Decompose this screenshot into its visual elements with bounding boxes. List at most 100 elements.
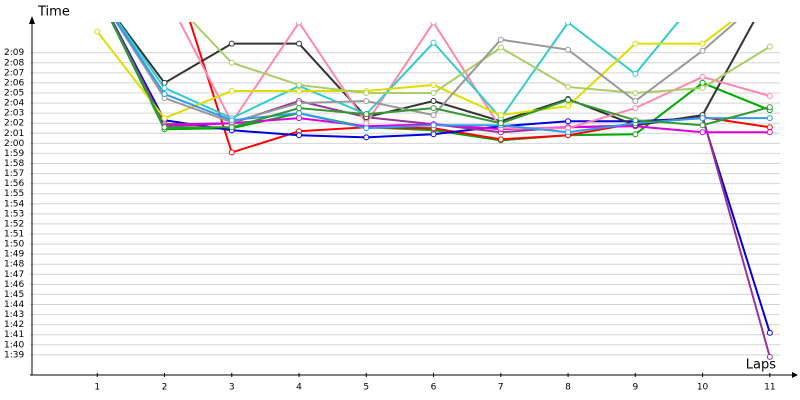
point xyxy=(161,115,168,122)
y-tick-label: 1:42 xyxy=(4,320,24,330)
point xyxy=(497,36,504,43)
y-tick-label: 1:49 xyxy=(4,250,24,260)
point xyxy=(565,103,572,110)
point xyxy=(363,111,370,118)
point xyxy=(497,44,504,51)
y-tick-label: 1:43 xyxy=(4,310,24,320)
point xyxy=(363,134,370,141)
point xyxy=(565,46,572,53)
y-tick-label: 1:55 xyxy=(4,189,24,199)
point xyxy=(766,129,773,136)
point xyxy=(296,115,303,122)
x-arrow xyxy=(792,372,798,378)
point xyxy=(766,353,773,360)
point xyxy=(766,124,773,131)
y-tick-label: 1:44 xyxy=(4,300,24,310)
grid xyxy=(30,52,780,356)
point xyxy=(699,73,706,80)
y-tick-label: 1:39 xyxy=(4,350,24,360)
y-tick-label: 2:07 xyxy=(4,68,24,78)
x-tick-label: 1 xyxy=(94,383,100,393)
y-tick-label: 1:59 xyxy=(4,149,24,159)
y-tick-label: 1:50 xyxy=(4,240,24,250)
point xyxy=(632,90,639,96)
point xyxy=(565,97,572,104)
y-tick-label: 1:52 xyxy=(4,219,24,229)
point xyxy=(430,122,437,129)
point xyxy=(363,125,370,132)
x-tick-label: 6 xyxy=(431,383,437,393)
x-axis-label: Laps xyxy=(746,358,776,373)
point xyxy=(430,22,437,26)
point xyxy=(430,39,437,46)
point xyxy=(632,117,639,124)
x-tick-label: 9 xyxy=(632,383,638,393)
point xyxy=(497,120,504,127)
y-tick-label: 1:47 xyxy=(4,270,24,280)
point xyxy=(296,132,303,139)
y-tick-label: 1:45 xyxy=(4,290,24,300)
y-axis-label: Time xyxy=(37,5,70,20)
x-tick-label: 2 xyxy=(162,383,168,393)
y-tick-label: 2:03 xyxy=(4,109,24,119)
y-tick-label: 2:08 xyxy=(4,58,24,68)
point xyxy=(699,84,706,91)
point xyxy=(632,70,639,77)
point xyxy=(430,98,437,105)
y-tick-label: 1:57 xyxy=(4,169,24,179)
point xyxy=(699,129,706,136)
y-tick-label: 2:05 xyxy=(4,89,24,99)
point xyxy=(430,90,437,96)
y-tick-label: 1:46 xyxy=(4,280,24,290)
point xyxy=(565,22,572,26)
point xyxy=(497,112,504,119)
point xyxy=(363,120,370,127)
point xyxy=(699,47,706,54)
y-tick-label: 1:53 xyxy=(4,209,24,219)
plot-area xyxy=(94,22,773,360)
point xyxy=(363,90,370,96)
point xyxy=(430,105,437,112)
point xyxy=(766,104,773,111)
point xyxy=(161,91,168,98)
y-tick-label: 1:56 xyxy=(4,179,24,189)
y-tick-label: 2:02 xyxy=(4,119,24,129)
point xyxy=(228,59,235,66)
x-tick-label: 11 xyxy=(764,383,775,393)
point xyxy=(296,100,303,107)
point xyxy=(699,40,706,47)
point xyxy=(363,98,370,105)
point xyxy=(699,115,706,122)
point xyxy=(565,118,572,125)
point xyxy=(632,98,639,105)
point xyxy=(161,84,168,91)
y-tick-label: 2:09 xyxy=(4,48,24,58)
point xyxy=(632,105,639,112)
point xyxy=(161,124,168,131)
x-tick-label: 10 xyxy=(697,383,709,393)
point xyxy=(430,112,437,119)
point xyxy=(699,79,706,86)
point xyxy=(94,28,101,35)
tick-labels: 1:391:401:411:421:431:441:451:461:471:48… xyxy=(4,48,776,392)
point xyxy=(766,93,773,100)
point xyxy=(565,129,572,136)
point xyxy=(161,79,168,86)
point xyxy=(699,122,706,129)
point xyxy=(296,110,303,117)
point xyxy=(296,40,303,47)
x-tick-label: 5 xyxy=(363,383,369,393)
point xyxy=(228,149,235,156)
point xyxy=(565,83,572,90)
point xyxy=(228,87,235,94)
point xyxy=(296,87,303,94)
y-tick-label: 1:51 xyxy=(4,230,24,240)
y-tick-label: 2:04 xyxy=(4,99,24,109)
point xyxy=(296,22,303,26)
point xyxy=(296,81,303,88)
point xyxy=(632,131,639,138)
y-tick-label: 1:54 xyxy=(4,199,24,209)
y-tick-label: 2:00 xyxy=(4,139,24,149)
point xyxy=(228,117,235,124)
